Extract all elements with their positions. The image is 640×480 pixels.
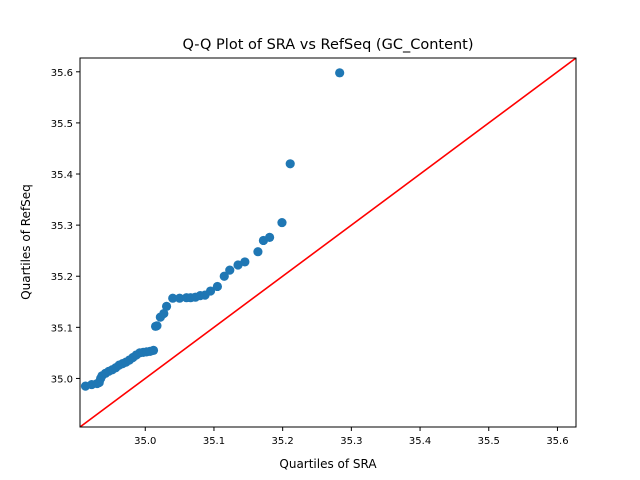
y-tick-label: 35.5 bbox=[51, 119, 73, 130]
data-point bbox=[240, 257, 250, 267]
data-point bbox=[175, 293, 185, 303]
y-axis-label: Quartiles of RefSeq bbox=[19, 184, 33, 300]
data-point bbox=[159, 308, 169, 319]
data-point bbox=[219, 271, 229, 281]
y-tick-label: 35.3 bbox=[51, 221, 73, 232]
x-tick-label: 35.6 bbox=[546, 436, 568, 447]
x-tick-label: 35.0 bbox=[134, 436, 156, 447]
axes-frame bbox=[79, 57, 577, 428]
reference-line bbox=[80, 58, 576, 427]
y-tick-label: 35.4 bbox=[51, 170, 73, 181]
data-point bbox=[161, 301, 172, 311]
data-point bbox=[265, 232, 275, 242]
y-tick-label: 35.2 bbox=[51, 272, 73, 283]
y-tick-label: 35.6 bbox=[51, 68, 73, 79]
data-point bbox=[285, 159, 295, 169]
data-point bbox=[168, 293, 178, 303]
data-point bbox=[148, 345, 159, 355]
x-axis-label: Quartiles of SRA bbox=[279, 457, 377, 471]
axes-layer bbox=[79, 57, 577, 428]
chart-title: Q-Q Plot of SRA vs RefSeq (GC_Content) bbox=[182, 37, 473, 53]
x-tick-label: 35.2 bbox=[272, 436, 294, 447]
data-point bbox=[205, 286, 216, 296]
data-point bbox=[152, 321, 162, 331]
x-tick-label: 35.4 bbox=[409, 436, 431, 447]
y-tick-label: 35.1 bbox=[51, 323, 73, 334]
y-tick-label: 35.0 bbox=[51, 374, 73, 385]
x-tick-label: 35.5 bbox=[478, 436, 500, 447]
points-layer bbox=[80, 68, 345, 391]
reference-line-layer bbox=[80, 58, 576, 427]
x-tick-label: 35.3 bbox=[340, 436, 362, 447]
data-point bbox=[225, 265, 235, 275]
x-tick-label: 35.1 bbox=[203, 436, 225, 447]
data-point bbox=[277, 217, 287, 228]
data-point bbox=[335, 68, 345, 78]
data-point bbox=[233, 260, 243, 270]
x-axis-ticks: 35.0 35.1 35.2 35.3 35.4 35.5 35.6 bbox=[134, 427, 569, 447]
data-point bbox=[212, 281, 222, 292]
data-point bbox=[253, 247, 263, 257]
y-axis-ticks: 35.0 35.1 35.2 35.3 35.4 35.5 35.6 bbox=[51, 68, 80, 385]
